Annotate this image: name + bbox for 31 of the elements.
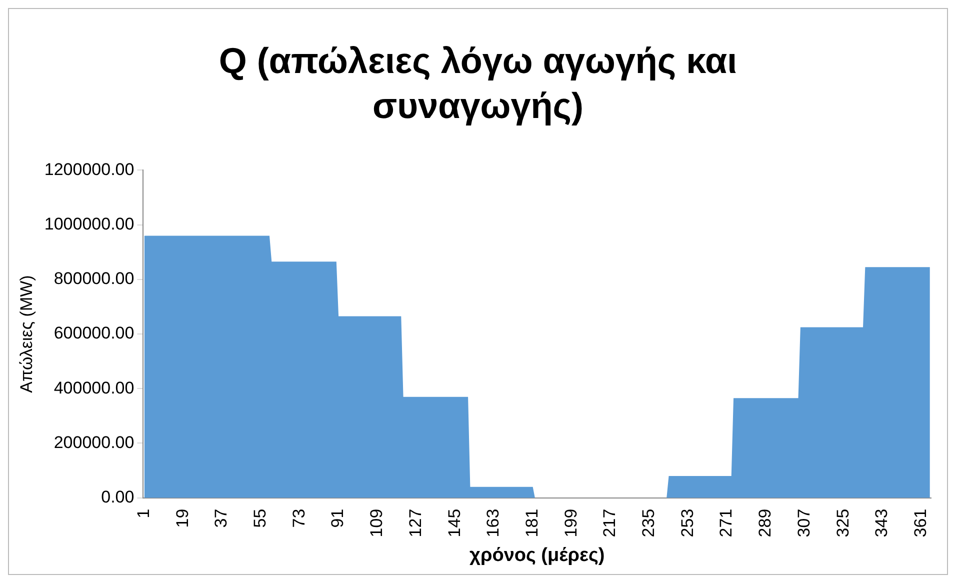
x-tick-label: 127 — [406, 508, 425, 538]
x-tick-label: 91 — [328, 508, 348, 528]
y-tick-label: 1000000.00 — [44, 214, 134, 234]
x-tick-label: 1 — [134, 508, 153, 518]
x-tick-label: 163 — [484, 508, 503, 538]
x-tick-label: 235 — [639, 508, 658, 538]
x-tick-label: 145 — [444, 508, 464, 538]
x-tick-label: 199 — [561, 508, 580, 538]
x-tick-label: 325 — [833, 508, 852, 538]
x-tick-label: 271 — [716, 508, 736, 538]
y-axis-title: Απώλειες (MW) — [16, 275, 36, 393]
x-tick-label: 73 — [289, 508, 308, 528]
y-tick-label: 800000.00 — [54, 269, 134, 288]
y-tick-label: 1200000.00 — [44, 160, 134, 179]
x-tick-label: 307 — [794, 508, 814, 538]
y-tick-label: 0.00 — [101, 488, 134, 507]
x-tick-label: 289 — [756, 508, 775, 538]
x-tick-label: 343 — [872, 508, 892, 538]
y-tick-label: 600000.00 — [54, 324, 134, 343]
y-tick-label: 200000.00 — [54, 432, 134, 452]
x-tick-label: 19 — [172, 508, 192, 528]
x-axis-title: χρόνος (μέρες) — [470, 544, 605, 566]
x-tick-label: 109 — [367, 508, 386, 538]
x-tick-label: 181 — [522, 508, 542, 538]
x-tick-label: 217 — [600, 508, 620, 538]
x-tick-label: 37 — [212, 508, 231, 528]
x-tick-label: 361 — [910, 508, 930, 538]
y-tick-label: 400000.00 — [54, 378, 134, 398]
x-tick-label: 253 — [678, 508, 697, 538]
x-tick-label: 55 — [250, 508, 270, 528]
chart-title: Q (απώλειες λόγω αγωγής και συναγωγής) — [218, 39, 738, 128]
